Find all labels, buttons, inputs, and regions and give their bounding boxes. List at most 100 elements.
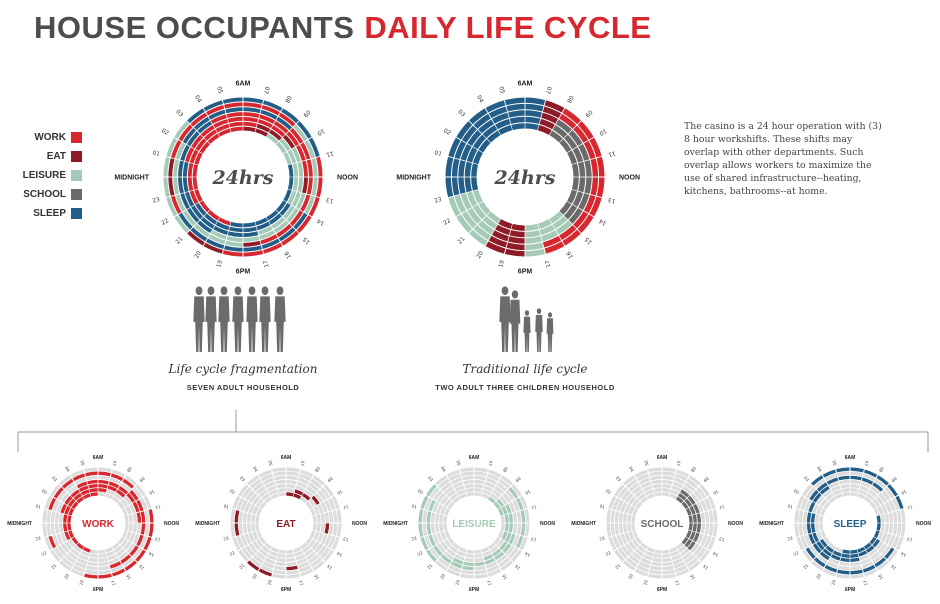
segment-empty — [238, 549, 249, 562]
segment-empty — [638, 477, 651, 485]
segment-leisure — [266, 133, 279, 144]
segment-empty — [876, 560, 889, 571]
segment-empty — [118, 551, 129, 561]
segment-empty — [649, 471, 662, 477]
segment-school — [688, 515, 693, 523]
segment-empty — [488, 469, 502, 478]
segment-empty — [454, 554, 465, 561]
segment-empty — [874, 478, 887, 489]
hour-tick-label: 17 — [110, 579, 116, 586]
segment-work — [316, 177, 323, 198]
segment-work — [88, 483, 98, 489]
segment-empty — [804, 534, 812, 547]
segment-work — [195, 138, 207, 152]
segment-empty — [669, 546, 678, 553]
segment-empty — [295, 485, 306, 492]
segment-leisure — [296, 193, 306, 210]
segment-empty — [286, 561, 297, 567]
segment-empty — [50, 511, 56, 523]
segment-sleep — [261, 238, 280, 249]
clock-label-6am: 6AM — [518, 81, 533, 88]
segment-empty — [632, 530, 639, 539]
hour-tick-label: 08 — [565, 94, 574, 104]
segment-work — [148, 509, 154, 523]
hour-tick-label: 22 — [229, 550, 236, 557]
segment-empty — [238, 484, 249, 497]
segment-empty — [255, 498, 264, 507]
segment-leisure — [469, 229, 488, 246]
segment-empty — [317, 532, 324, 543]
segment-school — [689, 531, 696, 541]
segment-empty — [662, 557, 672, 563]
segment-school — [687, 541, 696, 551]
segment-empty — [435, 560, 448, 571]
hour-tick-label: 01 — [599, 503, 606, 509]
segment-empty — [447, 536, 455, 545]
segment-empty — [273, 471, 286, 477]
segment-sleep — [471, 177, 479, 191]
hour-tick-label: 21 — [457, 236, 467, 246]
segment-empty — [634, 469, 648, 478]
caption-subtitle-1: SEVEN ADULT HOUSEHOLD — [187, 383, 300, 392]
segment-empty — [680, 548, 690, 557]
segment-empty — [443, 485, 454, 495]
hour-tick-label: 10 — [900, 489, 907, 496]
segment-empty — [132, 486, 143, 499]
hour-tick-label: 08 — [314, 466, 321, 473]
segment-empty — [86, 565, 98, 571]
segment-work — [207, 210, 220, 221]
segment-sleep — [492, 112, 509, 124]
segment-sleep — [287, 177, 294, 190]
segment-empty — [52, 534, 60, 547]
segment-empty — [124, 523, 129, 531]
segment-sleep — [862, 564, 876, 573]
segment-leisure — [291, 147, 301, 163]
segment-empty — [832, 489, 842, 496]
segment-sleep — [200, 216, 215, 229]
segment-sleep — [243, 226, 257, 233]
hour-tick-label: 20 — [194, 250, 203, 260]
segment-work — [178, 124, 193, 142]
segment-leisure — [552, 216, 568, 230]
segment-sleep — [836, 467, 850, 473]
segment-empty — [707, 495, 716, 509]
segment-empty — [268, 489, 278, 496]
hour-tick-label: 11 — [325, 149, 334, 157]
segment-empty — [486, 564, 500, 573]
segment-empty — [461, 471, 474, 477]
segment-work — [68, 507, 75, 516]
segment-empty — [628, 495, 637, 505]
legend-label: WORK — [34, 132, 66, 143]
segment-empty — [627, 523, 632, 532]
segment-leisure — [508, 523, 514, 533]
segment-empty — [662, 573, 676, 579]
segment-empty — [612, 535, 621, 549]
hour-tick-label: 11 — [154, 504, 161, 510]
segment-empty — [487, 542, 496, 550]
segment-sleep — [191, 205, 204, 220]
segment-empty — [310, 478, 323, 489]
segment-leisure — [456, 214, 473, 233]
segment-empty — [299, 542, 308, 550]
segment-sleep — [863, 542, 872, 550]
segment-sleep — [296, 121, 312, 139]
segment-school — [675, 496, 684, 504]
segment-sleep — [812, 492, 822, 503]
segment-empty — [614, 523, 620, 535]
segment-empty — [651, 561, 662, 567]
segment-leisure — [426, 523, 432, 535]
hour-tick-label: 19 — [498, 259, 506, 268]
segment-leisure — [504, 523, 509, 532]
segment-empty — [443, 539, 452, 548]
segment-empty — [110, 564, 124, 573]
segment-sleep — [458, 177, 466, 194]
segment-empty — [261, 492, 270, 501]
segment-empty — [74, 561, 87, 569]
segment-empty — [252, 495, 261, 505]
segment-empty — [336, 509, 342, 523]
segment-work — [259, 114, 276, 124]
segment-empty — [850, 471, 863, 477]
segment-empty — [700, 499, 708, 512]
segment-work — [107, 485, 118, 492]
